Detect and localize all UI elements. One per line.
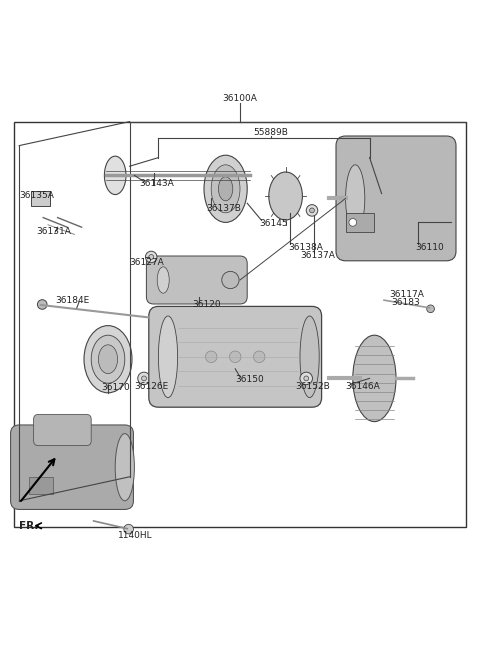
Circle shape: [138, 372, 150, 384]
Ellipse shape: [300, 316, 319, 398]
Text: 36126E: 36126E: [134, 382, 168, 391]
Bar: [346, 213, 374, 232]
Ellipse shape: [269, 172, 302, 220]
Text: 36127A: 36127A: [130, 258, 164, 267]
Circle shape: [300, 372, 312, 384]
Ellipse shape: [346, 165, 365, 232]
Text: 36146A: 36146A: [346, 382, 380, 391]
Circle shape: [304, 376, 309, 380]
Bar: [31, 191, 50, 205]
Ellipse shape: [158, 316, 178, 398]
Circle shape: [142, 376, 146, 380]
Text: 36135A: 36135A: [19, 192, 54, 201]
Text: 36152B: 36152B: [295, 382, 330, 391]
Circle shape: [124, 524, 133, 534]
Text: 36145: 36145: [259, 219, 288, 228]
FancyBboxPatch shape: [336, 136, 456, 261]
Circle shape: [205, 351, 217, 363]
Ellipse shape: [218, 177, 233, 201]
Text: 55889B: 55889B: [254, 128, 288, 136]
Circle shape: [310, 208, 314, 213]
Text: 36110: 36110: [415, 243, 444, 252]
Text: 36143A: 36143A: [139, 180, 174, 188]
Circle shape: [306, 205, 318, 216]
Ellipse shape: [84, 325, 132, 393]
Text: 36100A: 36100A: [223, 94, 257, 103]
FancyBboxPatch shape: [11, 425, 133, 510]
Text: 36183: 36183: [391, 298, 420, 306]
Ellipse shape: [204, 155, 247, 222]
Ellipse shape: [98, 345, 118, 374]
FancyBboxPatch shape: [34, 415, 91, 445]
Text: 1140HL: 1140HL: [118, 531, 152, 540]
Text: 36131A: 36131A: [36, 228, 71, 237]
Ellipse shape: [353, 335, 396, 422]
Text: 36138A: 36138A: [288, 243, 323, 252]
Text: 36184E: 36184E: [55, 296, 89, 304]
Circle shape: [37, 300, 47, 309]
Ellipse shape: [211, 165, 240, 213]
Ellipse shape: [91, 335, 125, 383]
Text: 36150: 36150: [235, 375, 264, 384]
Circle shape: [427, 305, 434, 313]
Text: FR.: FR.: [19, 521, 38, 531]
Bar: [29, 477, 53, 493]
Text: 36137A: 36137A: [300, 251, 335, 260]
FancyBboxPatch shape: [149, 306, 322, 407]
Ellipse shape: [157, 267, 169, 293]
FancyBboxPatch shape: [146, 256, 247, 304]
Circle shape: [222, 272, 239, 289]
Circle shape: [149, 255, 154, 259]
Ellipse shape: [115, 434, 134, 501]
Circle shape: [253, 351, 265, 363]
Ellipse shape: [104, 156, 126, 195]
Bar: [14, 121, 466, 527]
Circle shape: [145, 251, 157, 262]
Circle shape: [229, 351, 241, 363]
Circle shape: [349, 218, 357, 226]
Text: 36120: 36120: [192, 300, 221, 310]
Text: 36117A: 36117A: [389, 290, 424, 299]
Text: 36170: 36170: [101, 384, 130, 392]
Text: 36137B: 36137B: [206, 205, 241, 213]
